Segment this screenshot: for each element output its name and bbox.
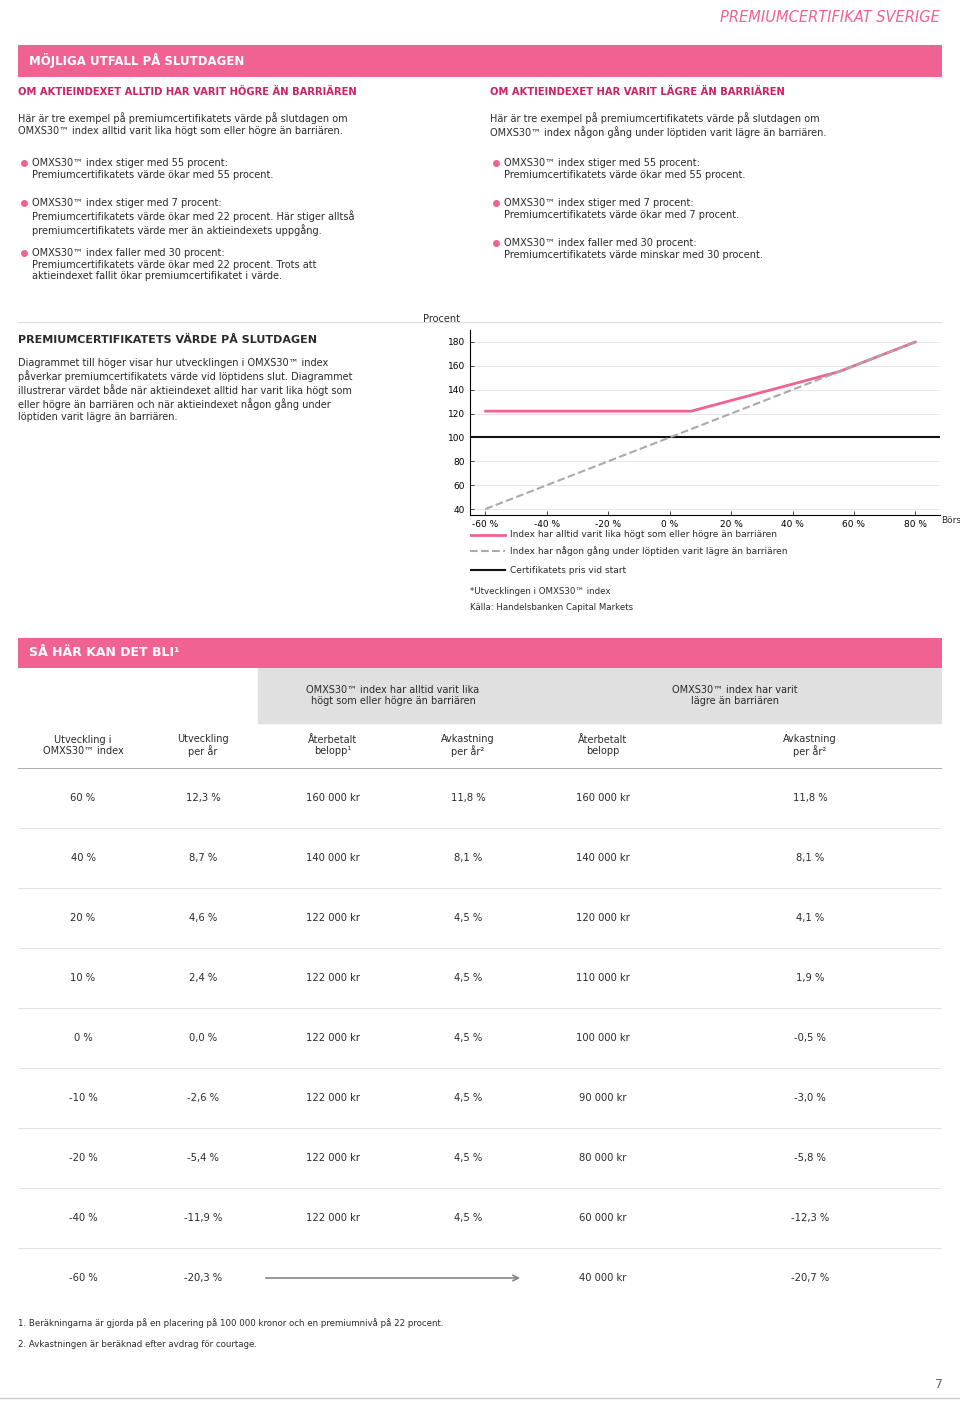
Text: Återbetalt
belopp: Återbetalt belopp [578,735,628,756]
Text: PREMIUMCERTIFIKAT SVERIGE: PREMIUMCERTIFIKAT SVERIGE [720,10,940,25]
Text: 8,1 %: 8,1 % [796,853,824,863]
Text: 8,1 %: 8,1 % [454,853,482,863]
Text: 4,6 %: 4,6 % [189,912,217,924]
Text: 7: 7 [934,1378,943,1391]
Text: -20,7 %: -20,7 % [791,1273,829,1283]
Text: Utveckling
per år: Utveckling per år [178,734,228,758]
Text: Utveckling i
OMXS30™ index: Utveckling i OMXS30™ index [42,735,124,756]
Text: 60 000 kr: 60 000 kr [579,1214,627,1224]
Text: 160 000 kr: 160 000 kr [576,793,630,803]
Text: OM AKTIEINDEXET HAR VARIT LÄGRE ÄN BARRIÄREN: OM AKTIEINDEXET HAR VARIT LÄGRE ÄN BARRI… [490,87,785,97]
Text: 8,7 %: 8,7 % [189,853,217,863]
Text: 160 000 kr: 160 000 kr [306,793,360,803]
Text: -40 %: -40 % [69,1214,97,1224]
Text: Procent: Procent [423,314,460,324]
Text: -3,0 %: -3,0 % [794,1093,826,1102]
Text: 4,5 %: 4,5 % [454,973,482,983]
Text: 1. Beräkningarna är gjorda på en placering på 100 000 kronor och en premiumnivå : 1. Beräkningarna är gjorda på en placeri… [18,1318,444,1328]
Text: 4,5 %: 4,5 % [454,1153,482,1163]
Text: PREMIUMCERTIFIKATETS VÄRDE PÅ SLUTDAGEN: PREMIUMCERTIFIKATETS VÄRDE PÅ SLUTDAGEN [18,335,317,345]
Text: OMXS30™ index stiger med 7 procent:
Premiumcertifikatets värde ökar med 22 proce: OMXS30™ index stiger med 7 procent: Prem… [32,199,354,235]
Text: 1,9 %: 1,9 % [796,973,825,983]
Text: Avkastning
per år²: Avkastning per år² [442,734,494,758]
Text: 4,5 %: 4,5 % [454,1093,482,1102]
Text: 4,5 %: 4,5 % [454,912,482,924]
Text: Avkastning
per år²: Avkastning per år² [783,734,837,758]
Text: -11,9 %: -11,9 % [183,1214,222,1224]
Text: 122 000 kr: 122 000 kr [306,1214,360,1224]
Text: Börsutveckling*: Börsutveckling* [942,517,960,525]
Text: 4,5 %: 4,5 % [454,1033,482,1043]
Text: 60 %: 60 % [70,793,96,803]
Text: -20,3 %: -20,3 % [184,1273,222,1283]
Bar [258,667,528,722]
Text: 80 000 kr: 80 000 kr [579,1153,627,1163]
Text: OMXS30™ index stiger med 55 procent:
Premiumcertifikatets värde ökar med 55 proc: OMXS30™ index stiger med 55 procent: Pre… [504,158,745,180]
Text: 122 000 kr: 122 000 kr [306,1093,360,1102]
Text: *Utvecklingen i OMXS30™ index: *Utvecklingen i OMXS30™ index [470,587,611,596]
Text: 122 000 kr: 122 000 kr [306,973,360,983]
Text: 140 000 kr: 140 000 kr [306,853,360,863]
Text: OMXS30™ index har varit
lägre än barriären: OMXS30™ index har varit lägre än barriär… [672,684,798,707]
Text: OMXS30™ index har alltid varit lika
högt som eller högre än barriären: OMXS30™ index har alltid varit lika högt… [306,684,480,707]
Text: OMXS30™ index faller med 30 procent:
Premiumcertifikatets värde minskar med 30 p: OMXS30™ index faller med 30 procent: Pre… [504,238,763,259]
Text: 90 000 kr: 90 000 kr [579,1093,627,1102]
Text: 10 %: 10 % [70,973,96,983]
Text: -20 %: -20 % [68,1153,97,1163]
Text: 122 000 kr: 122 000 kr [306,1153,360,1163]
Text: Återbetalt
belopp¹: Återbetalt belopp¹ [308,735,358,756]
Text: 2,4 %: 2,4 % [189,973,217,983]
Text: 11,8 %: 11,8 % [450,793,486,803]
Text: MÖJLIGA UTFALL PÅ SLUTDAGEN: MÖJLIGA UTFALL PÅ SLUTDAGEN [29,54,245,69]
Text: 11,8 %: 11,8 % [793,793,828,803]
Text: 100 000 kr: 100 000 kr [576,1033,630,1043]
Text: 4,5 %: 4,5 % [454,1214,482,1224]
Text: 120 000 kr: 120 000 kr [576,912,630,924]
Text: 0,0 %: 0,0 % [189,1033,217,1043]
Text: -60 %: -60 % [68,1273,97,1283]
Text: 20 %: 20 % [70,912,96,924]
Text: -2,6 %: -2,6 % [187,1093,219,1102]
Text: Index har alltid varit lika högt som eller högre än barriären: Index har alltid varit lika högt som ell… [510,531,777,539]
Text: Certifikatets pris vid start: Certifikatets pris vid start [510,566,626,574]
Text: OMXS30™ index stiger med 55 procent:
Premiumcertifikatets värde ökar med 55 proc: OMXS30™ index stiger med 55 procent: Pre… [32,158,274,180]
Text: 110 000 kr: 110 000 kr [576,973,630,983]
Text: 0 %: 0 % [74,1033,92,1043]
Text: OMXS30™ index faller med 30 procent:
Premiumcertifikatets värde ökar med 22 proc: OMXS30™ index faller med 30 procent: Pre… [32,248,317,282]
Text: -5,4 %: -5,4 % [187,1153,219,1163]
Text: -10 %: -10 % [68,1093,97,1102]
Text: SÅ HÄR KAN DET BLI¹: SÅ HÄR KAN DET BLI¹ [29,646,180,659]
Text: 40 %: 40 % [70,853,95,863]
Text: Index har någon gång under löptiden varit lägre än barriären: Index har någon gång under löptiden vari… [510,546,787,556]
Text: Här är tre exempel på premiumcertifikatets värde på slutdagen om
OMXS30™ index a: Här är tre exempel på premiumcertifikate… [18,113,348,135]
Text: Källa: Handelsbanken Capital Markets: Källa: Handelsbanken Capital Markets [470,603,634,611]
Bar [528,667,942,722]
Text: OMXS30™ index stiger med 7 procent:
Premiumcertifikatets värde ökar med 7 procen: OMXS30™ index stiger med 7 procent: Prem… [504,199,739,220]
Text: 2. Avkastningen är beräknad efter avdrag för courtage.: 2. Avkastningen är beräknad efter avdrag… [18,1340,257,1349]
Text: 122 000 kr: 122 000 kr [306,912,360,924]
Text: -5,8 %: -5,8 % [794,1153,826,1163]
Text: Diagrammet till höger visar hur utvecklingen i OMXS30™ index
påverkar premiumcer: Diagrammet till höger visar hur utveckli… [18,359,352,421]
Text: OM AKTIEINDEXET ALLTID HAR VARIT HÖGRE ÄN BARRIÄREN: OM AKTIEINDEXET ALLTID HAR VARIT HÖGRE Ä… [18,87,357,97]
Text: -12,3 %: -12,3 % [791,1214,829,1224]
Text: -0,5 %: -0,5 % [794,1033,826,1043]
Text: 140 000 kr: 140 000 kr [576,853,630,863]
Text: 40 000 kr: 40 000 kr [579,1273,627,1283]
Text: 12,3 %: 12,3 % [185,793,220,803]
Text: 122 000 kr: 122 000 kr [306,1033,360,1043]
Text: Här är tre exempel på premiumcertifikatets värde på slutdagen om
OMXS30™ index n: Här är tre exempel på premiumcertifikate… [490,113,827,138]
Text: 4,1 %: 4,1 % [796,912,824,924]
